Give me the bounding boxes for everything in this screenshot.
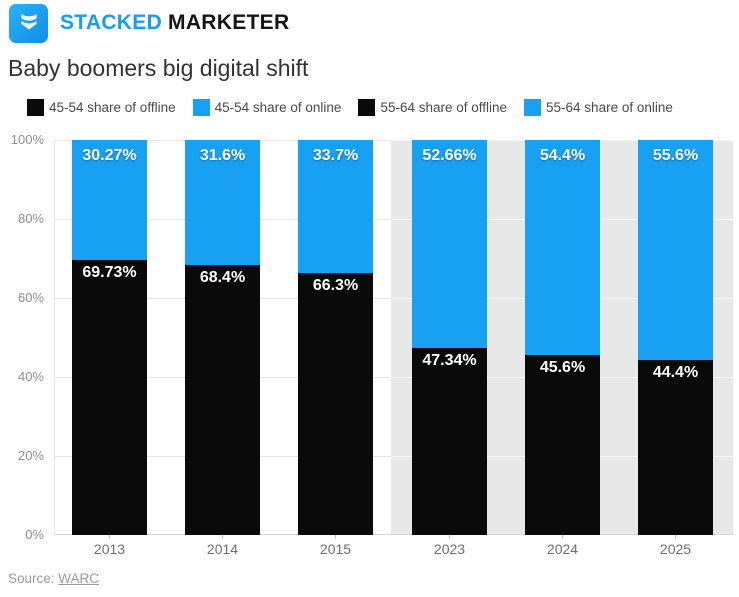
gridline-20 xyxy=(54,456,733,457)
bar-2024-offline-label: 45.6% xyxy=(539,359,586,376)
bar-2023-online-label: 52.66% xyxy=(422,147,477,164)
bar-2025-offline-label: 44.4% xyxy=(652,364,699,381)
brand-name-secondary: MARKETER xyxy=(168,11,290,34)
x-axis-label-2025: 2025 xyxy=(659,541,692,557)
x-axis-label-2014: 2014 xyxy=(206,541,239,557)
brand-wordmark: STACKED MARKETER xyxy=(60,11,289,35)
bar-2023-offline-segment: 47.34% xyxy=(412,348,487,535)
bar-2023-offline-label: 47.34% xyxy=(422,352,477,369)
bar-2014-online-label: 31.6% xyxy=(199,147,246,164)
brand-logo xyxy=(9,4,48,43)
legend-item-0: 45-54 share of offline xyxy=(27,99,176,116)
bar-2013-offline-label: 69.73% xyxy=(82,264,137,281)
bar-2013-online-label: 30.27% xyxy=(82,147,137,164)
gridline-60 xyxy=(54,298,733,299)
y-axis-label-20: 20% xyxy=(17,448,44,463)
bar-2014-offline-segment: 68.4% xyxy=(185,265,260,535)
x-tick-2025 xyxy=(675,535,676,539)
y-axis-label-60: 60% xyxy=(17,290,44,305)
y-axis-label-80: 80% xyxy=(17,211,44,226)
legend-label-3: 55-64 share of online xyxy=(546,100,673,115)
gridline-0 xyxy=(54,534,733,535)
bar-2013-online-segment: 30.27% xyxy=(72,140,147,260)
source-line: Source: WARC xyxy=(8,571,99,586)
x-tick-2023 xyxy=(449,535,450,539)
x-axis-label-2024: 2024 xyxy=(546,541,579,557)
legend-item-1: 45-54 share of online xyxy=(192,99,342,116)
legend-label-2: 55-64 share of offline xyxy=(380,100,508,115)
gridline-80 xyxy=(54,219,733,220)
bar-2015-offline-segment: 66.3% xyxy=(298,273,373,535)
legend-label-0: 45-54 share of offline xyxy=(49,100,176,115)
y-axis-label-0: 0% xyxy=(25,527,44,542)
x-axis-label-2015: 2015 xyxy=(319,541,352,557)
bar-2023-online-segment: 52.66% xyxy=(412,140,487,348)
y-axis-label-100: 100% xyxy=(10,132,44,147)
bar-2024-offline-segment: 45.6% xyxy=(525,355,600,535)
source-link[interactable]: WARC xyxy=(58,571,100,586)
y-axis-label-40: 40% xyxy=(17,369,44,384)
legend-swatch-3 xyxy=(524,99,542,116)
bar-2013-offline-segment: 69.73% xyxy=(72,260,147,535)
bar-2015-online-label: 33.7% xyxy=(312,147,359,164)
gridline-100 xyxy=(54,140,733,141)
legend-label-1: 45-54 share of online xyxy=(214,100,342,115)
x-tick-2015 xyxy=(335,535,336,539)
legend-swatch-1 xyxy=(192,99,210,116)
chart-title: Baby boomers big digital shift xyxy=(8,55,309,81)
x-axis-label-2013: 2013 xyxy=(93,541,126,557)
bar-2014-offline-label: 68.4% xyxy=(199,269,246,286)
x-tick-2024 xyxy=(562,535,563,539)
y-axis-line xyxy=(54,140,55,535)
brand-name-primary: STACKED xyxy=(60,11,163,34)
x-axis: 2013 2014 2015 2023 2024 2025 xyxy=(54,541,733,561)
y-axis: 0% 20% 40% 60% 80% 100% xyxy=(0,132,44,542)
legend-swatch-0 xyxy=(27,99,44,116)
source-prefix: Source: xyxy=(8,571,59,586)
x-tick-2014 xyxy=(222,535,223,539)
bar-2024-online-segment: 54.4% xyxy=(525,140,600,355)
stacked-layers-icon xyxy=(16,8,42,39)
legend-item-3: 55-64 share of online xyxy=(524,99,673,116)
bar-2024-online-label: 54.4% xyxy=(539,147,586,164)
plot-area: 30.27% 69.73% 31.6% 68.4% 33.7% 66.3% 52.66% 47… xyxy=(54,140,733,539)
bar-2025-online-label: 55.6% xyxy=(652,147,699,164)
gridline-40 xyxy=(54,377,733,378)
bar-2025-online-segment: 55.6% xyxy=(638,140,713,360)
bar-2015-offline-label: 66.3% xyxy=(312,277,359,294)
legend-item-2: 55-64 share of offline xyxy=(358,99,507,116)
legend-swatch-2 xyxy=(358,99,376,116)
bar-2015-online-segment: 33.7% xyxy=(298,140,373,273)
bar-2025-offline-segment: 44.4% xyxy=(638,360,713,535)
x-tick-2013 xyxy=(109,535,110,539)
x-axis-label-2023: 2023 xyxy=(433,541,466,557)
bar-2014-online-segment: 31.6% xyxy=(185,140,260,265)
legend: 45-54 share of offline 45-54 share of onl… xyxy=(27,99,673,116)
